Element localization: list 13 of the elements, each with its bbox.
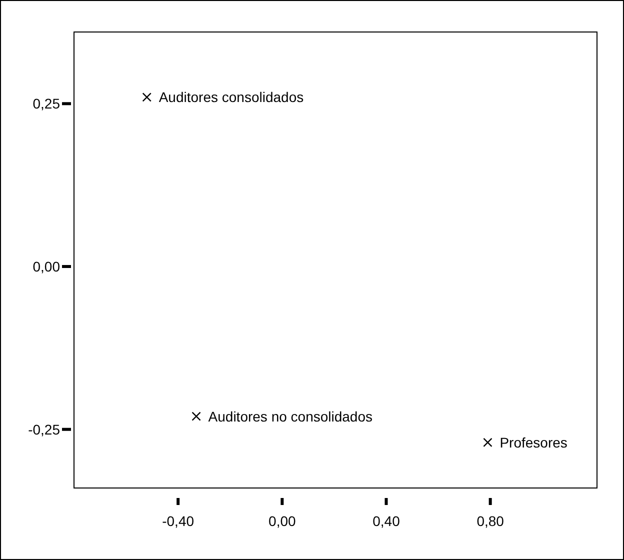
point: [142, 92, 152, 102]
y-tick-label: -0,25: [28, 421, 60, 438]
series-label: Auditores consolidados: [158, 89, 304, 106]
y-tick-label: 0,25: [32, 96, 60, 112]
y-tick-label: 0,00: [32, 258, 60, 275]
x-tick-label: 0,00: [268, 513, 296, 529]
point: [192, 412, 201, 421]
x-tick-label: 0,40: [372, 513, 400, 529]
point: [483, 438, 492, 447]
series-label: Profesores: [500, 434, 568, 450]
x-tick-label: -0,40: [162, 513, 194, 529]
x-tick-label: 0,80: [476, 513, 504, 529]
series-label: Auditores no consolidados: [208, 408, 373, 424]
